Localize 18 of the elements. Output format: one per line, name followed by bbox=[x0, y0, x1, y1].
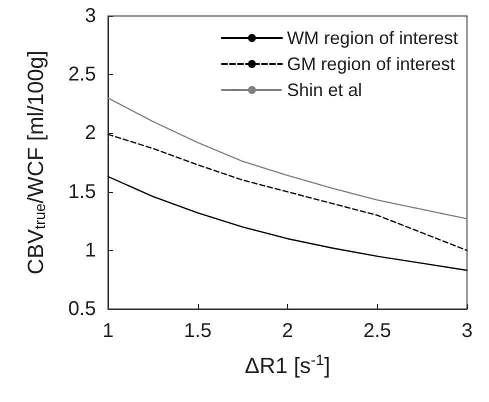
line-series bbox=[107, 176, 468, 271]
line-series bbox=[107, 134, 468, 252]
y-tick-label: 0.5 bbox=[68, 298, 96, 320]
y-tick-label: 1.5 bbox=[68, 180, 96, 203]
y-tick-label: 2 bbox=[84, 122, 96, 144]
legend-label: WM region of interest bbox=[286, 28, 458, 48]
x-tick-label: 3 bbox=[461, 320, 473, 342]
legend-label: GM region of interest bbox=[286, 54, 456, 74]
x-tick-label: 2.5 bbox=[363, 320, 392, 342]
y-tick-label: 3 bbox=[84, 5, 96, 27]
y-tick-label: 1 bbox=[84, 239, 96, 262]
line-series bbox=[107, 97, 468, 220]
x-tick-label: 1 bbox=[102, 320, 114, 342]
x-tick-label: 1.5 bbox=[184, 320, 212, 342]
x-tick-label: 2 bbox=[282, 320, 294, 342]
y-tick-label: 2.5 bbox=[68, 64, 96, 86]
y-axis-title: CBVtrue/WCF [ml/100g] bbox=[23, 50, 49, 274]
legend-label: Shin et al bbox=[286, 80, 362, 100]
